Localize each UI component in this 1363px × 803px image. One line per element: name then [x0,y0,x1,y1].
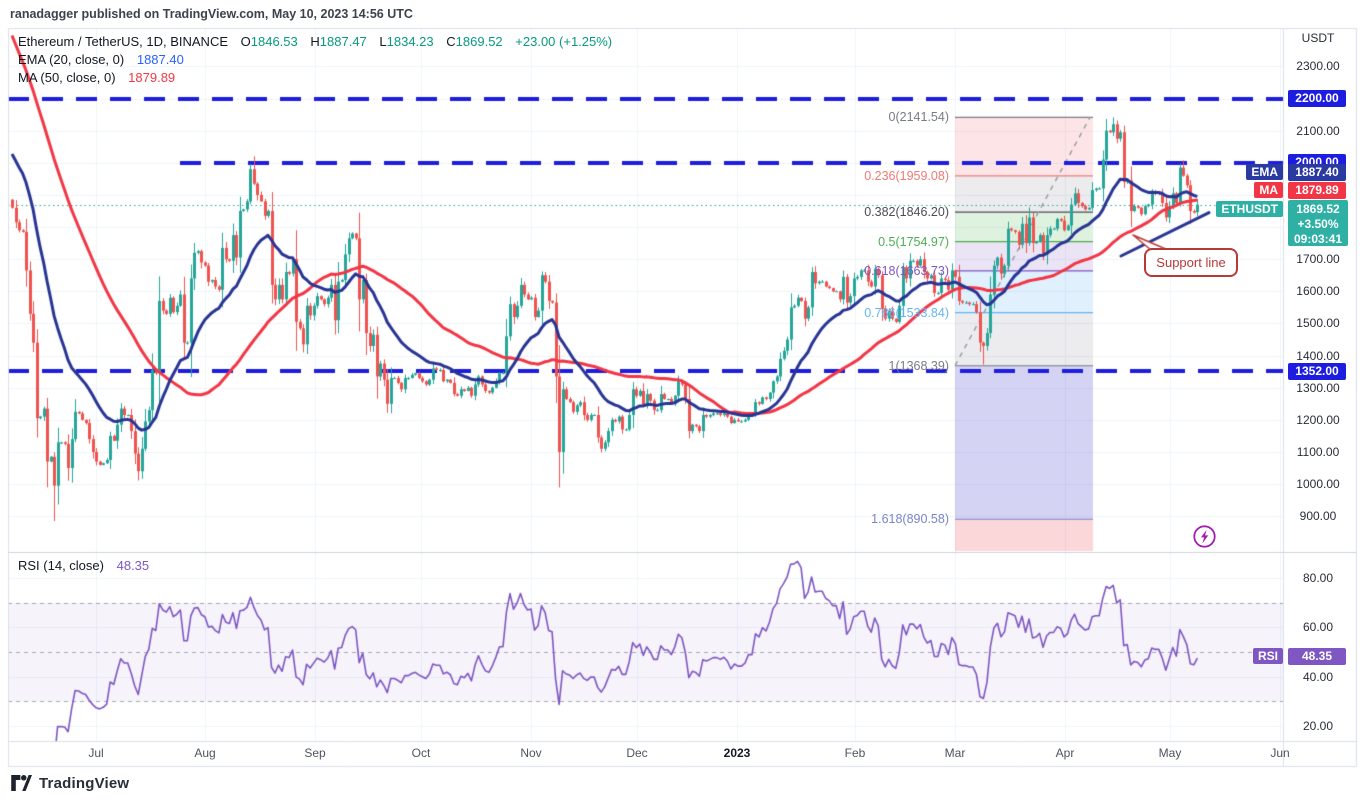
ohlc-close-label: C [446,34,456,49]
rsi-axis-tag: RSI [1252,648,1283,664]
tradingview-mark-icon [11,775,32,791]
rsi-value: 48.35 [116,558,150,573]
time-axis-label: Feb [844,746,866,760]
fib-level-label: 1.618(890.58) [871,512,949,527]
symbol-axis-tag: ETHUSDT [1216,201,1283,217]
price-tick-label: 2100.00 [1296,123,1340,138]
price-level-badge: 1352.00 [1288,362,1346,380]
fib-level-label: 0.786(1533.84) [864,305,949,320]
price-tick-label: 2300.00 [1296,59,1340,74]
price-tick-label: 1100.00 [1296,444,1340,459]
flash-actions-button[interactable] [1192,524,1217,549]
symbol-legend-row[interactable]: Ethereum / TetherUS, 1D, BINANCE O1846.5… [18,34,612,49]
support-line-callout[interactable]: Support line [1144,248,1238,277]
time-axis-label: Nov [520,746,542,760]
ma-axis-tag: MA [1254,182,1283,198]
rsi-tick-label: 80.00 [1302,570,1334,585]
ema-axis-tag: EMA [1246,164,1283,180]
time-axis-label: Apr [1055,746,1075,760]
ohlc-open-value: 1846.53 [250,34,298,49]
fib-level-label: 0.5(1754.97) [878,234,949,249]
lightning-icon [1193,525,1216,548]
price-axis-currency: USDT [1301,31,1335,45]
ma-label: MA (50, close, 0) [18,70,116,85]
price-tick-label: 900.00 [1299,509,1337,524]
time-axis-label: Mar [944,746,966,760]
bar-countdown: 09:03:41 [1293,232,1343,246]
ohlc-change: +23.00 (+1.25%) [515,34,613,49]
price-tick-label: 1400.00 [1296,348,1340,363]
rsi-axis-badge: 48.35 [1288,648,1346,665]
ohlc-high-value: 1887.47 [319,34,367,49]
ohlc-open-label: O [240,34,251,49]
ma-axis-badge: 1879.89 [1288,182,1346,199]
fib-level-label: 0.236(1959.08) [864,168,949,183]
last-price-value: 1869.52 [1296,202,1340,216]
time-axis-label: Jul [88,746,104,760]
ohlc-high-label: H [310,34,320,49]
ema-value: 1887.40 [136,52,184,67]
rsi-tick-label: 20.00 [1302,718,1334,733]
ohlc-low-label: L [379,34,387,49]
fib-level-label: 0.382(1846.20) [864,205,949,220]
rsi-tick-label: 60.00 [1302,620,1334,635]
ohlc-low-value: 1834.23 [386,34,434,49]
ohlc-close-value: 1869.52 [455,34,503,49]
price-tick-label: 1700.00 [1296,252,1340,267]
time-axis-label: May [1158,746,1182,760]
price-tick-label: 1200.00 [1296,412,1340,427]
ma-legend-row[interactable]: MA (50, close, 0) 1879.89 [18,70,175,85]
price-tick-label: 1000.00 [1296,477,1340,492]
price-tick-label: 1600.00 [1296,284,1340,299]
fib-level-label: 0(2141.54) [888,110,949,125]
time-axis-label: Sep [304,746,326,760]
published-header: ranadagger published on TradingView.com,… [10,7,413,21]
time-axis-label: Jun [1270,746,1290,760]
ema-label: EMA (20, close, 0) [18,52,125,67]
time-axis-label: 2023 [723,746,751,760]
rsi-tick-label: 40.00 [1302,669,1334,684]
rsi-label: RSI (14, close) [18,558,104,573]
price-tick-label: 1300.00 [1296,380,1340,395]
time-axis-label: Oct [411,746,431,760]
price-tick-label: 1500.00 [1296,316,1340,331]
last-price-change: +3.50% [1297,217,1339,231]
ema-legend-row[interactable]: EMA (20, close, 0) 1887.40 [18,52,184,67]
last-price-badge: 1869.52 +3.50% 09:03:41 [1288,200,1348,246]
fib-level-label: 0.618(1663.73) [864,263,949,278]
price-level-badge: 2200.00 [1288,90,1346,108]
tradingview-wordmark: TradingView [39,774,130,792]
symbol-title: Ethereum / TetherUS, 1D, BINANCE [18,34,229,49]
tradingview-logo[interactable]: TradingView [10,773,129,793]
time-axis-label: Dec [626,746,648,760]
ma-value: 1879.89 [128,70,176,85]
time-axis-label: Aug [194,746,216,760]
rsi-legend-row[interactable]: RSI (14, close) 48.35 [18,558,149,573]
ema-axis-badge: 1887.40 [1288,164,1346,181]
fib-level-label: 1(1368.39) [888,358,949,373]
